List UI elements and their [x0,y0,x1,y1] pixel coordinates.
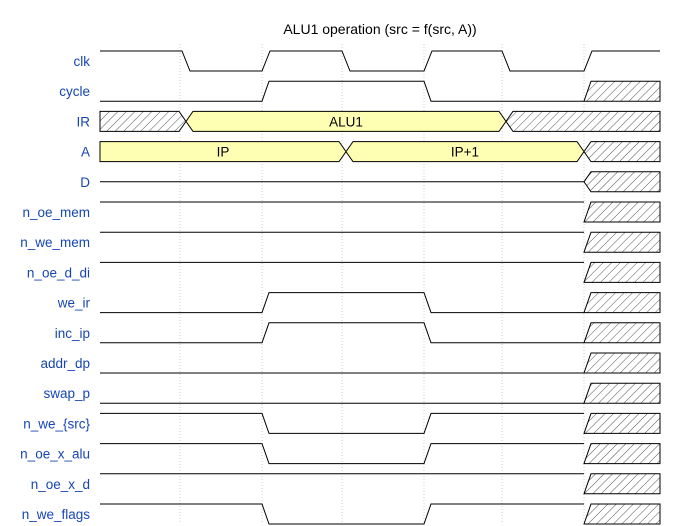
diagram-title: ALU1 operation (src = f(src, A)) [283,21,476,37]
signal-a-value-label: IP [217,145,230,160]
signal-inc-ip-label: inc_ip [55,326,90,341]
signal-ir-undefined-segment [99,110,187,132]
signal-ir-undefined-segment [505,110,661,132]
signal-ir-label: IR [77,114,91,129]
signal-a-value-label: IP+1 [451,145,479,160]
signal-n-we-src-label: n_we_{src} [23,416,90,431]
signal-we-ir-undefined-region [583,292,661,314]
signal-ir-value-label: ALU1 [329,114,363,129]
signal-cycle-label: cycle [59,84,90,99]
waveforms: ALU1 IP IP+1 [99,50,661,525]
signal-n-oe-x-alu-waveform [100,443,584,465]
signal-we-ir-waveform [100,292,584,314]
signal-d-label: D [80,175,90,190]
signal-labels: clk cycle IR ADn_oe_mem n_we_mem n_oe_d_di we_… [20,54,90,522]
signal-n-oe-mem-undefined-region [583,201,661,223]
signal-n-oe-x-d-undefined-region [583,473,661,495]
signal-n-we-flags-label: n_we_flags [22,507,91,522]
signal-cycle-waveform [100,80,584,102]
signal-swap-p-undefined-region [583,382,661,404]
signal-n-oe-d-di-undefined-region [583,261,661,283]
signal-n-we-mem-label: n_we_mem [20,235,90,250]
signal-addr-dp-label: addr_dp [40,356,90,371]
signal-inc-ip-undefined-region [583,322,661,344]
signal-n-oe-x-alu-label: n_oe_x_alu [20,447,90,462]
signal-n-we-src-waveform [100,412,584,434]
signal-a-label: A [81,145,90,160]
signal-n-oe-d-di-label: n_oe_d_di [27,265,90,280]
signal-n-we-flags-undefined-region [583,503,661,525]
signal-n-we-mem-undefined-region [583,231,661,253]
signal-we-ir-label: we_ir [57,296,91,311]
signal-clk-label: clk [74,54,91,69]
signal-n-oe-x-alu-undefined-region [583,443,661,465]
signal-n-oe-mem-label: n_oe_mem [22,205,90,220]
signal-n-we-src-undefined-region [583,412,661,434]
signal-d-undefined-region [583,171,661,193]
signal-n-oe-x-d-label: n_oe_x_d [31,477,90,492]
signal-n-we-flags-waveform [100,503,584,525]
signal-cycle-undefined-region [583,80,661,102]
signal-swap-p-label: swap_p [43,386,90,401]
signal-addr-dp-undefined-region [583,352,661,374]
signal-inc-ip-waveform [100,322,584,344]
signal-a-undefined-segment [583,141,661,163]
signal-clk-waveform [100,50,660,72]
